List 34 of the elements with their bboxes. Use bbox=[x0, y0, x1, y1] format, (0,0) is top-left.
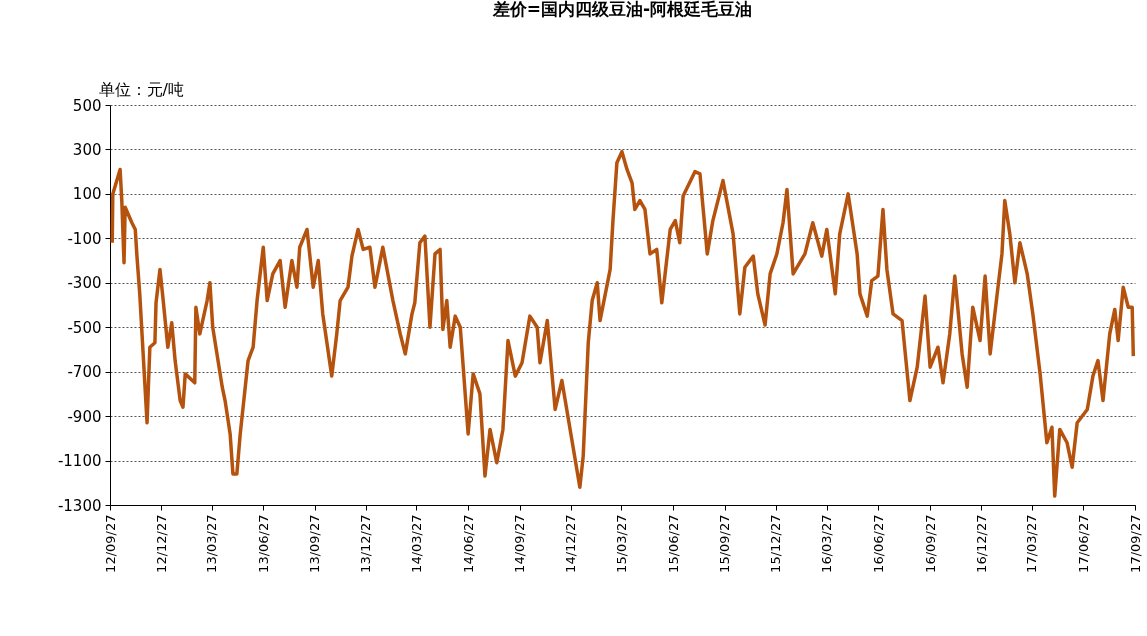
y-tick-label: -1300 bbox=[57, 496, 102, 515]
y-tick-label: 300 bbox=[72, 140, 102, 159]
x-tick-label: 17/03/27 bbox=[1024, 514, 1040, 573]
x-tick-label: 15/03/27 bbox=[613, 514, 629, 573]
x-tick-label: 16/09/27 bbox=[922, 514, 938, 573]
x-tick-label: 15/06/27 bbox=[665, 514, 681, 573]
x-tick-label: 14/12/27 bbox=[563, 514, 579, 573]
line-series bbox=[110, 149, 1136, 498]
x-tick-label: 15/09/27 bbox=[717, 514, 733, 573]
x-tick-label: 12/12/27 bbox=[153, 514, 169, 573]
y-tick-label: -500 bbox=[67, 318, 102, 337]
x-tick-label: 13/03/27 bbox=[204, 514, 220, 573]
x-tick-label: 12/09/27 bbox=[102, 514, 118, 573]
x-tick-label: 14/06/27 bbox=[460, 514, 476, 573]
chart-title: 差价=国内四级豆油-阿根廷毛豆油 bbox=[491, 0, 753, 19]
x-tick-label: 13/09/27 bbox=[307, 514, 323, 573]
y-axis-title: 单位：元/吨 bbox=[98, 79, 184, 99]
x-tick-label: 16/03/27 bbox=[819, 514, 835, 573]
y-tick-label: -100 bbox=[67, 229, 102, 248]
x-tick-label: 16/12/27 bbox=[973, 514, 989, 573]
y-tick-label: -700 bbox=[67, 363, 102, 382]
x-tick-label: 14/09/27 bbox=[512, 514, 528, 573]
y-tick-label: -300 bbox=[67, 274, 102, 293]
x-tick-label: 15/12/27 bbox=[768, 514, 784, 573]
x-tick-label: 13/06/27 bbox=[255, 514, 271, 573]
y-tick-label: 500 bbox=[72, 96, 102, 115]
x-tick-label: 16/06/27 bbox=[870, 514, 886, 573]
x-tick-label: 17/06/27 bbox=[1075, 514, 1091, 573]
y-tick-label: -900 bbox=[67, 407, 102, 426]
x-tick-label: 17/09/27 bbox=[1127, 514, 1143, 573]
x-tick-label: 14/03/27 bbox=[408, 514, 424, 573]
y-tick-label: -1100 bbox=[57, 452, 102, 471]
x-tick-label: 13/12/27 bbox=[358, 514, 374, 573]
y-tick-label: 100 bbox=[72, 185, 102, 204]
